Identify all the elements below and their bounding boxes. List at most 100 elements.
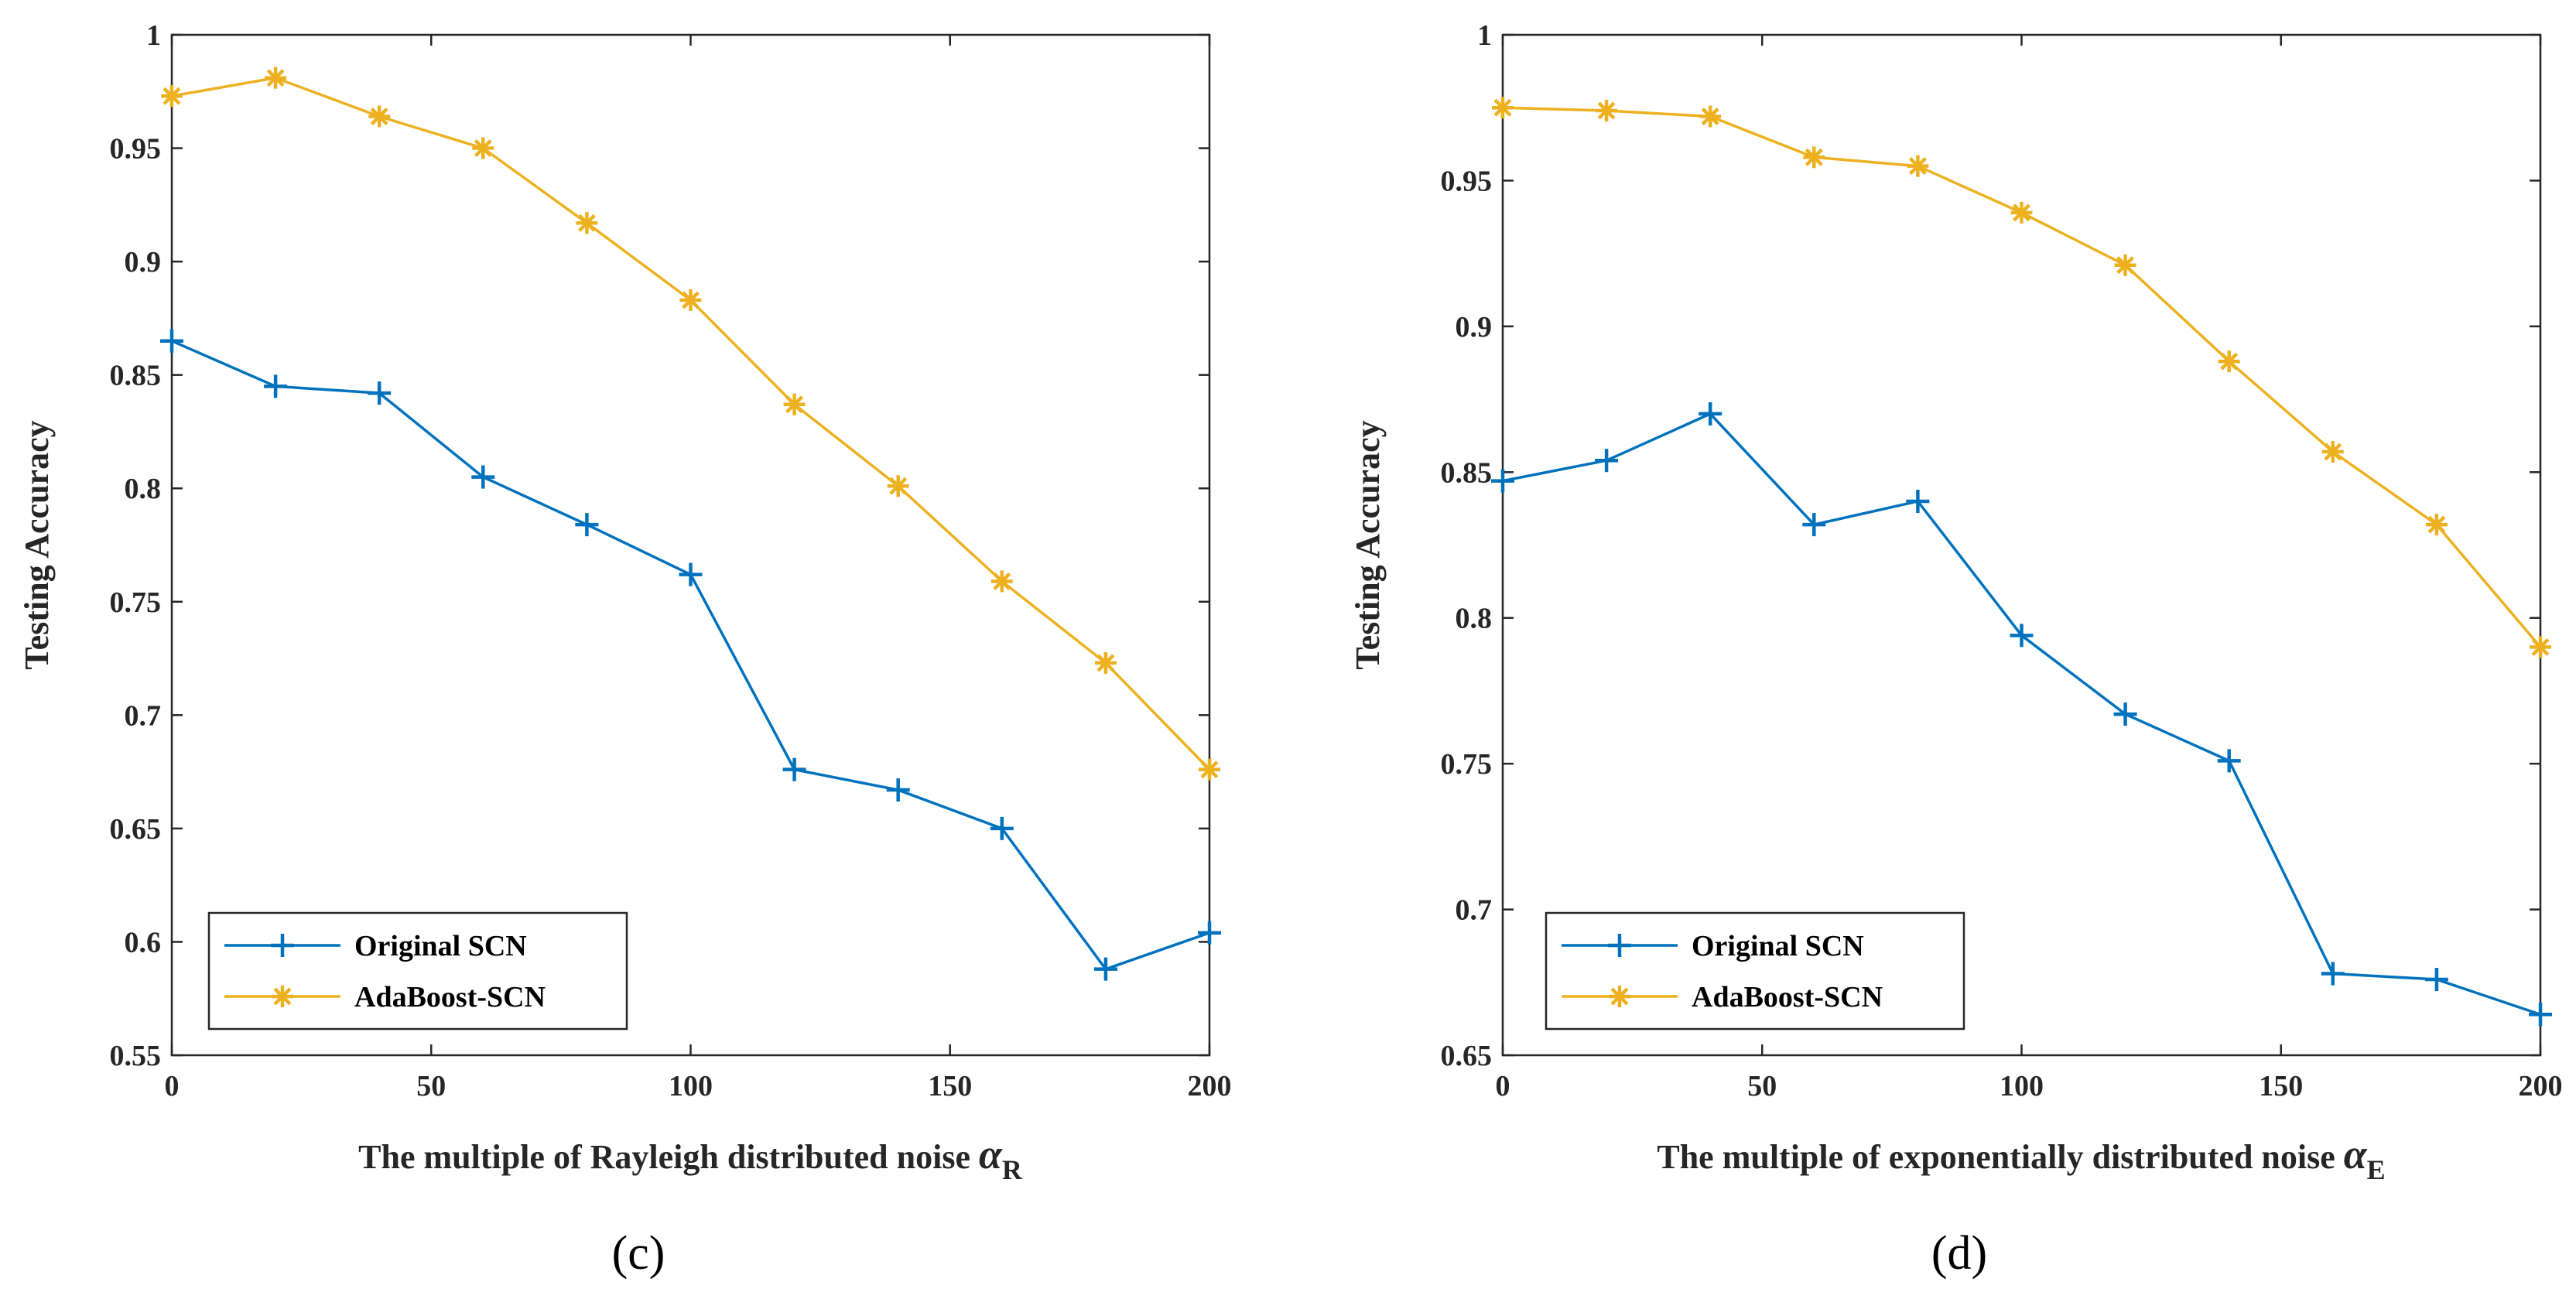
data-point-marker bbox=[679, 562, 703, 586]
legend-label: AdaBoost-SCN bbox=[354, 981, 546, 1013]
x-tick-label: 150 bbox=[928, 1070, 972, 1102]
panel-label: (c) bbox=[612, 1227, 665, 1280]
data-point-marker bbox=[1907, 155, 1929, 177]
y-tick-label: 0.9 bbox=[125, 246, 162, 279]
data-point-marker bbox=[2217, 749, 2241, 773]
x-axis-title-text: The multiple of Rayleigh distributed noi… bbox=[358, 1138, 979, 1176]
x-tick-label: 0 bbox=[165, 1070, 180, 1102]
x-axis-title-subscript: R bbox=[1002, 1154, 1023, 1185]
y-tick-label: 0.75 bbox=[110, 586, 162, 619]
data-point-marker bbox=[2425, 514, 2448, 536]
data-point-marker bbox=[1094, 651, 1117, 674]
data-point-marker bbox=[1699, 402, 1722, 426]
data-point-marker bbox=[783, 393, 806, 415]
data-point-marker bbox=[264, 374, 288, 398]
data-point-marker bbox=[2218, 350, 2240, 373]
plot-area bbox=[170, 33, 1211, 1057]
legend: Original SCN AdaBoost-SCN bbox=[207, 911, 628, 1031]
y-tick-label: 1 bbox=[146, 19, 161, 52]
y-tick-label: 0.6 bbox=[125, 926, 162, 959]
data-point-marker bbox=[1906, 489, 1930, 513]
y-tick-label: 0.95 bbox=[1441, 165, 1493, 197]
series-original-scn bbox=[1491, 402, 2552, 1027]
y-axis-title: Testing Accuracy bbox=[1349, 420, 1387, 669]
data-point-marker bbox=[1699, 105, 1722, 128]
x-tick-label: 50 bbox=[1747, 1070, 1777, 1102]
y-tick-label: 0.8 bbox=[125, 473, 162, 505]
data-point-marker bbox=[2321, 440, 2344, 463]
data-point-marker bbox=[368, 105, 391, 128]
data-point-marker bbox=[782, 757, 806, 781]
y-tick-label: 0.7 bbox=[1456, 894, 1493, 927]
data-point-marker bbox=[2530, 636, 2551, 658]
data-point-marker bbox=[2321, 962, 2345, 986]
legend-item-adaboost-scn: AdaBoost-SCN bbox=[1562, 981, 1883, 1013]
series-line bbox=[171, 340, 1210, 971]
data-point-marker bbox=[472, 137, 494, 159]
data-point-marker bbox=[2113, 702, 2137, 726]
data-point-marker bbox=[471, 465, 495, 489]
data-point-marker bbox=[576, 212, 598, 234]
legend-marker bbox=[271, 934, 294, 957]
series-adaboost-scn bbox=[1492, 97, 2551, 658]
data-point-marker bbox=[679, 289, 702, 311]
series-original-scn bbox=[160, 329, 1221, 981]
data-point-marker bbox=[1093, 957, 1117, 981]
data-point-marker bbox=[161, 85, 183, 108]
y-tick-label: 0.65 bbox=[110, 813, 162, 846]
data-point-marker bbox=[575, 513, 599, 537]
x-axis-title-text: The multiple of exponentially distribute… bbox=[1657, 1138, 2343, 1176]
x-tick-label: 100 bbox=[669, 1070, 713, 1102]
y-tick-label: 0.9 bbox=[1456, 311, 1493, 344]
x-axis-title-symbol: α bbox=[2344, 1131, 2368, 1177]
x-tick-label: 200 bbox=[1188, 1070, 1232, 1102]
legend-label: AdaBoost-SCN bbox=[1692, 981, 1883, 1013]
legend-marker bbox=[1609, 986, 1630, 1007]
data-point-marker bbox=[1802, 513, 1826, 537]
legend-marker bbox=[272, 986, 293, 1007]
x-tick-label: 0 bbox=[1496, 1070, 1510, 1102]
x-tick-label: 50 bbox=[416, 1070, 446, 1102]
x-axis-title: The multiple of exponentially distribute… bbox=[1657, 1131, 2385, 1185]
legend-item-adaboost-scn: AdaBoost-SCN bbox=[224, 981, 546, 1013]
y-tick-label: 1 bbox=[1477, 19, 1492, 52]
y-tick-label: 0.7 bbox=[125, 699, 162, 732]
legend: Original SCN AdaBoost-SCN bbox=[1545, 911, 1965, 1031]
data-point-marker bbox=[990, 570, 1013, 593]
data-point-marker bbox=[1803, 146, 1825, 169]
y-axis-title: Testing Accuracy bbox=[18, 420, 56, 669]
legend-item-original-scn: Original SCN bbox=[224, 930, 527, 962]
y-tick-label: 0.85 bbox=[1441, 456, 1493, 489]
chart-panel-d: 0 50 100 150 200 0.65 0.7 0.75 0.8 0.85 0.9 0.95 1 Te… bbox=[1349, 19, 2563, 1280]
series-adaboost-scn bbox=[161, 67, 1220, 781]
legend-item-original-scn: Original SCN bbox=[1562, 930, 1864, 962]
x-tick-label: 200 bbox=[2519, 1070, 2563, 1102]
series-line bbox=[171, 76, 1211, 771]
x-axis-title-symbol: α bbox=[979, 1131, 1003, 1177]
x-axis-title-subscript: E bbox=[2367, 1154, 2386, 1185]
legend-label: Original SCN bbox=[1692, 930, 1864, 962]
legend-box bbox=[1545, 911, 1965, 1031]
data-point-marker bbox=[265, 67, 287, 89]
panel-label: (d) bbox=[1931, 1227, 1987, 1280]
y-tick-label: 0.95 bbox=[110, 133, 162, 166]
y-tick-label: 0.85 bbox=[110, 360, 162, 392]
data-point-marker bbox=[1198, 921, 1221, 945]
legend-box bbox=[207, 911, 628, 1031]
x-tick-label: 150 bbox=[2259, 1070, 2303, 1102]
data-point-marker bbox=[990, 816, 1014, 840]
y-tick-label: 0.65 bbox=[1441, 1040, 1493, 1072]
data-point-marker bbox=[2529, 1003, 2552, 1027]
y-tick-label: 0.75 bbox=[1441, 748, 1493, 781]
data-point-marker bbox=[1492, 97, 1514, 119]
data-point-marker bbox=[887, 475, 909, 497]
plot-area bbox=[1501, 33, 2542, 1057]
data-point-marker bbox=[2114, 254, 2136, 276]
data-point-marker bbox=[2424, 968, 2448, 992]
data-point-marker bbox=[1491, 469, 1514, 493]
series-line bbox=[1502, 106, 2542, 648]
x-tick-label: 100 bbox=[2000, 1070, 2044, 1102]
legend-label: Original SCN bbox=[354, 930, 527, 962]
data-point-marker bbox=[1199, 758, 1220, 781]
